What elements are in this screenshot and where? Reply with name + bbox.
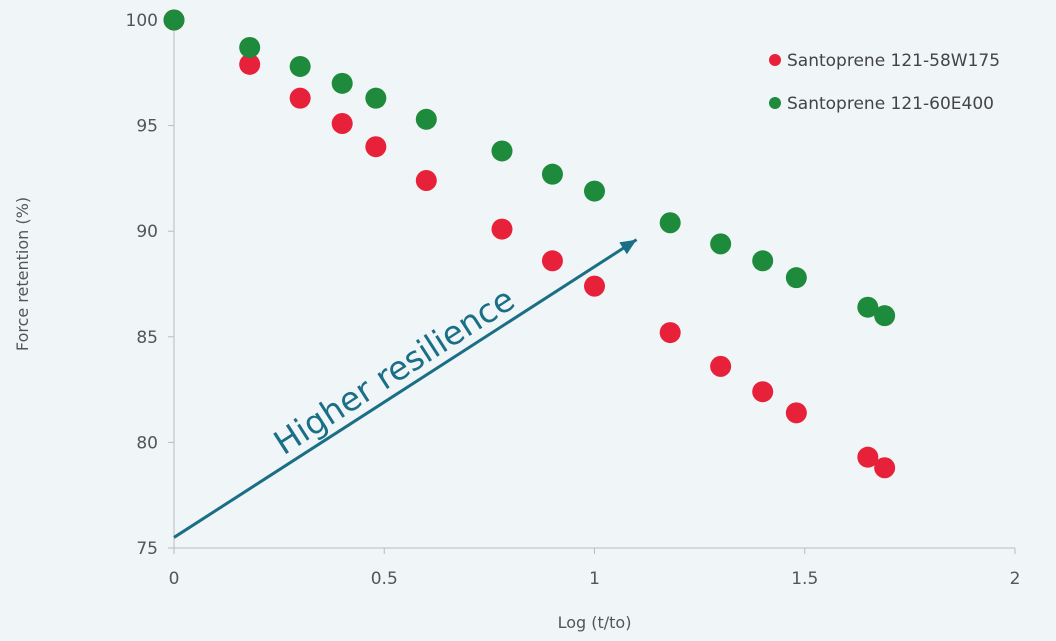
series-1-point bbox=[239, 53, 261, 75]
annotation-label: Higher resilience bbox=[267, 279, 522, 462]
y-tick-label: 100 bbox=[126, 11, 158, 31]
series-1-point bbox=[659, 322, 681, 344]
series-2-point bbox=[491, 140, 513, 162]
x-ticks: 0 0.5 1 1.5 2 bbox=[169, 548, 1021, 589]
series-2-point bbox=[415, 108, 437, 130]
series-1-point bbox=[331, 112, 353, 134]
series-1-point bbox=[584, 275, 605, 297]
y-tick-label: 75 bbox=[136, 539, 158, 559]
legend: Santoprene 121-58W175 Santoprene 121-60E4… bbox=[769, 51, 1000, 114]
x-tick-label: 0.5 bbox=[371, 569, 398, 589]
series-2-point bbox=[785, 267, 807, 289]
series-2-point bbox=[752, 250, 774, 272]
series-1-point bbox=[710, 355, 732, 377]
x-tick-label: 0 bbox=[169, 569, 180, 589]
series-2-point bbox=[331, 72, 353, 94]
legend-marker bbox=[769, 97, 781, 109]
x-tick-label: 1.5 bbox=[791, 569, 818, 589]
y-ticks: 75 80 85 90 95 100 bbox=[126, 11, 174, 559]
series-2-point bbox=[874, 305, 896, 327]
series-2-point bbox=[365, 87, 387, 109]
series-1-point bbox=[491, 218, 513, 240]
series-2-point bbox=[163, 9, 185, 31]
y-axis-title: Force retention (%) bbox=[13, 197, 32, 351]
series-2-point bbox=[289, 55, 311, 77]
series-1-point bbox=[857, 446, 879, 468]
series-1-point bbox=[365, 136, 387, 158]
higher-resilience-annotation: Higher resilience bbox=[173, 238, 638, 539]
y-tick-label: 95 bbox=[136, 117, 158, 137]
series-1-point bbox=[541, 250, 563, 272]
x-axis-title: Log (t/to) bbox=[558, 613, 632, 632]
series-1-point bbox=[289, 87, 311, 109]
series-2-point bbox=[710, 233, 732, 255]
y-tick-label: 80 bbox=[136, 433, 158, 453]
series-2-point bbox=[541, 163, 563, 185]
x-tick-label: 1 bbox=[589, 569, 600, 589]
series-1-point bbox=[785, 402, 807, 424]
data-points bbox=[163, 9, 896, 479]
x-tick-label: 2 bbox=[1010, 569, 1021, 589]
annotation-arrow-head bbox=[619, 239, 637, 255]
series-2-point bbox=[584, 180, 605, 202]
series-2-point bbox=[857, 296, 879, 318]
legend-label: Santoprene 121-58W175 bbox=[787, 51, 1000, 71]
legend-marker bbox=[769, 54, 781, 66]
legend-label: Santoprene 121-60E400 bbox=[787, 94, 994, 114]
series-1-point bbox=[752, 381, 774, 403]
series-2-point bbox=[239, 36, 261, 58]
annotation-arrow-line bbox=[173, 238, 638, 539]
y-tick-label: 90 bbox=[136, 222, 158, 242]
series-1-point bbox=[415, 170, 437, 192]
series-2-point bbox=[659, 212, 681, 234]
series-1-point bbox=[874, 457, 896, 479]
y-tick-label: 85 bbox=[136, 328, 158, 348]
